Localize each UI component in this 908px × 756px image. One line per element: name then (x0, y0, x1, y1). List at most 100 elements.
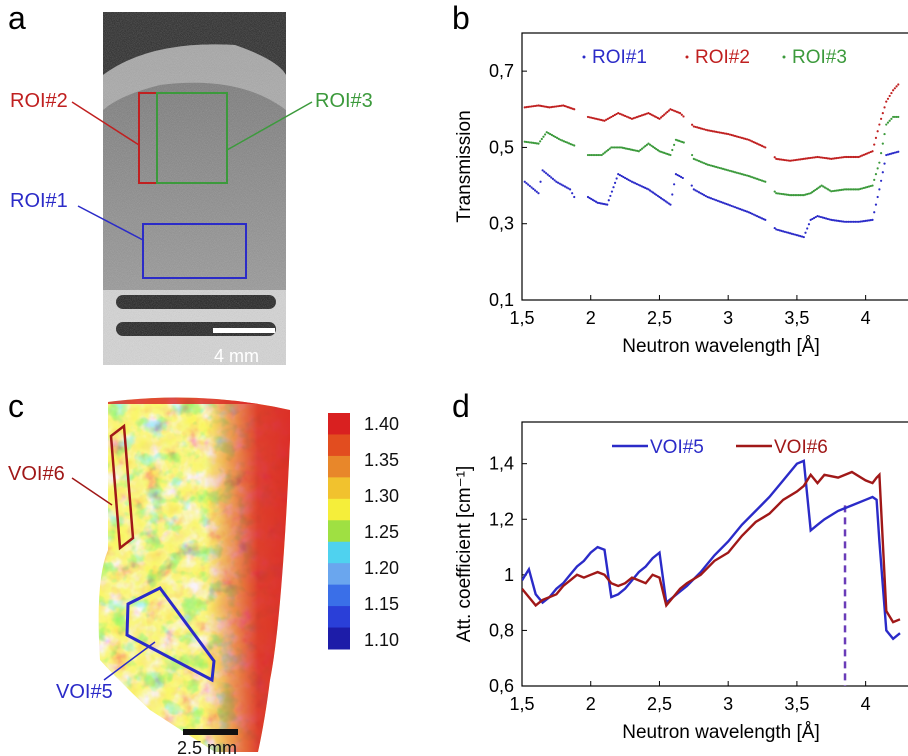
data-point (871, 218, 874, 221)
data-point (645, 143, 648, 146)
colorbar-tick-label: 1.10 (364, 630, 399, 650)
data-point (706, 163, 709, 166)
data-point (598, 153, 602, 157)
data-point (721, 201, 725, 204)
data-point (835, 189, 838, 192)
data-point (811, 217, 814, 221)
data-point (560, 183, 563, 186)
data-point (740, 208, 744, 211)
colorbar-tick-label: 1.35 (364, 450, 399, 470)
data-point (532, 141, 535, 144)
colorbar-swatch (328, 584, 350, 607)
data-point (752, 140, 755, 144)
data-point (694, 125, 697, 129)
data-point (852, 188, 855, 191)
data-point (642, 146, 645, 149)
data-point (895, 85, 898, 88)
data-point (653, 192, 656, 195)
data-point (857, 220, 860, 223)
data-point (537, 192, 540, 195)
voi6-box (109, 423, 135, 551)
data-point (830, 157, 833, 160)
data-point (794, 194, 797, 197)
data-point (595, 153, 598, 157)
x-tick-label: 1,5 (509, 694, 534, 714)
data-point (883, 162, 886, 165)
data-point (664, 200, 667, 203)
data-point (806, 227, 809, 230)
data-point (764, 146, 767, 149)
data-point (727, 132, 730, 136)
data-point (831, 219, 835, 222)
data-point (560, 104, 563, 107)
colorbar-tick-label: 1.30 (364, 486, 399, 506)
colorbar-swatch (328, 455, 350, 478)
legend-label: ROI#2 (695, 47, 750, 68)
y-tick-label: 1 (504, 565, 514, 585)
data-point (895, 151, 898, 154)
data-point (847, 155, 850, 159)
data-point (883, 132, 886, 136)
data-point (718, 200, 721, 203)
roi3-box (156, 92, 228, 184)
y-axis-label: Transmission (454, 110, 475, 222)
data-point (732, 134, 735, 137)
data-point (623, 176, 627, 180)
data-point (727, 203, 730, 206)
radiograph-image (103, 12, 286, 365)
data-point (833, 219, 836, 222)
data-point (699, 160, 702, 163)
data-point (694, 158, 697, 161)
data-point (780, 158, 783, 161)
data-point (849, 188, 852, 191)
data-point (716, 199, 719, 202)
data-point (783, 158, 786, 162)
data-point (742, 173, 745, 176)
data-point (806, 193, 809, 196)
data-point (892, 89, 895, 92)
data-point (745, 174, 749, 177)
data-point (893, 115, 896, 119)
data-point (692, 125, 695, 128)
data-point (535, 190, 538, 193)
data-point (881, 112, 884, 115)
x-tick-label: 3,5 (784, 308, 809, 328)
data-point (555, 105, 558, 108)
data-point (817, 186, 820, 189)
data-point (787, 193, 790, 196)
data-point (691, 123, 694, 126)
data-point (843, 188, 847, 191)
series-line (522, 459, 901, 641)
data-point (527, 183, 530, 186)
data-point (869, 219, 872, 222)
data-point (558, 104, 561, 108)
data-point (816, 155, 819, 159)
data-point (740, 136, 744, 139)
data-point (893, 151, 896, 154)
data-point (897, 115, 900, 119)
data-point (692, 188, 695, 191)
data-point (730, 133, 733, 137)
data-point (656, 194, 659, 198)
data-point (833, 189, 836, 192)
voi5-label: VOI#5 (56, 681, 113, 703)
data-point (718, 131, 721, 134)
data-point (551, 105, 555, 109)
data-point (867, 151, 871, 154)
data-point (591, 116, 595, 120)
data-point (550, 106, 553, 109)
data-point (715, 130, 718, 133)
data-point (747, 138, 750, 141)
data-point (804, 231, 807, 234)
data-point (840, 188, 843, 191)
data-point (697, 126, 701, 129)
roi3-label: ROI#3 (315, 90, 373, 112)
data-point (566, 141, 569, 144)
data-point (706, 129, 709, 132)
data-point (639, 148, 642, 152)
data-point (792, 233, 795, 236)
data-point (620, 113, 623, 116)
data-point (690, 184, 693, 187)
y-tick-label: 0,5 (489, 137, 514, 157)
colorbar-swatch (328, 413, 350, 435)
